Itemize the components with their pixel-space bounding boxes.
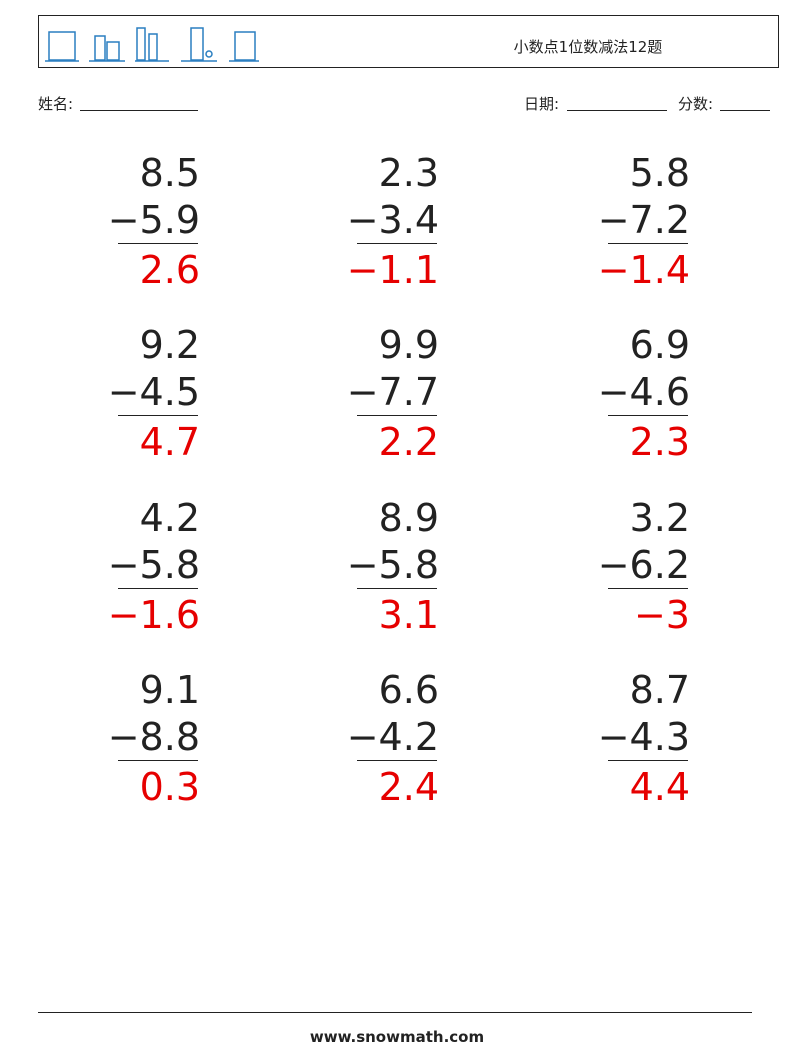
minuend: 9.1 [139,668,200,712]
answer: 3.1 [378,593,439,637]
minuend: 5.8 [629,151,690,195]
score-label: 分数: [678,95,714,113]
answer: −3 [633,593,690,637]
answer: −1.6 [107,593,200,637]
answer-rule [608,760,688,761]
answer-rule [357,415,437,416]
footer-line [38,1012,752,1013]
subtrahend: −4.5 [107,370,200,414]
subtrahend: −4.3 [597,715,690,759]
answer-rule [118,588,198,589]
answer-rule [608,415,688,416]
minuend: 9.2 [139,323,200,367]
subtrahend: −7.2 [597,198,690,242]
header-icons [45,27,259,62]
minuend: 3.2 [629,496,690,540]
answer-rule [118,760,198,761]
answer-rule [118,415,198,416]
minuend: 6.9 [629,323,690,367]
date-label: 日期: [524,95,560,113]
answer-rule [357,588,437,589]
minuend: 2.3 [378,151,439,195]
minuend: 6.6 [378,668,439,712]
subtrahend: −5.8 [346,543,439,587]
subtrahend: −5.9 [107,198,200,242]
subtrahend: −5.8 [107,543,200,587]
minuend: 9.9 [378,323,439,367]
footer-url: www.snowmath.com [309,1028,485,1046]
name-label: 姓名: [38,95,74,113]
answer: 2.4 [378,765,439,809]
answer-rule [608,588,688,589]
date-line [567,110,667,111]
answer: 0.3 [139,765,200,809]
subtrahend: −8.8 [107,715,200,759]
answer-rule [608,243,688,244]
minuend: 4.2 [139,496,200,540]
subtrahend: −4.6 [597,370,690,414]
answer: −1.4 [597,248,690,292]
header-box [38,15,779,68]
answer-rule [357,243,437,244]
answer: 2.6 [139,248,200,292]
answer-rule [118,243,198,244]
answer: 2.2 [378,420,439,464]
answer: 2.3 [629,420,690,464]
subtrahend: −7.7 [346,370,439,414]
subtrahend: −6.2 [597,543,690,587]
score-line [720,110,770,111]
minuend: 8.9 [378,496,439,540]
name-line [80,110,198,111]
answer-rule [357,760,437,761]
answer: 4.4 [629,765,690,809]
answer: 4.7 [139,420,200,464]
title: 小数点1位数减法12题 [513,38,663,56]
minuend: 8.5 [139,151,200,195]
subtrahend: −4.2 [346,715,439,759]
subtrahend: −3.4 [346,198,439,242]
minuend: 8.7 [629,668,690,712]
answer: −1.1 [346,248,439,292]
